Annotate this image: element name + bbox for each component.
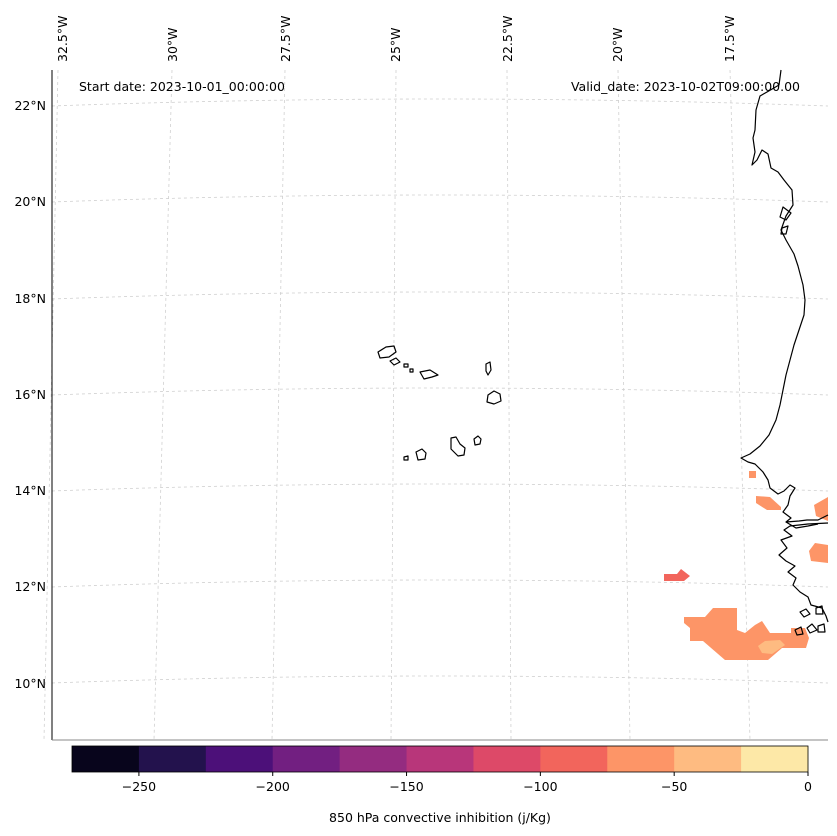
- cin-field: [664, 471, 828, 660]
- colorbar-tick-label: −150: [389, 779, 423, 794]
- gridline-lon-32-5w: [43, 69, 59, 741]
- coastline-ilheu: [409, 368, 414, 373]
- cin-patch-gambia: [814, 497, 828, 521]
- lat-label: 18°N: [14, 291, 46, 306]
- colorbar: −250 −200 −150 −100 −50 0 850 hPa convective …: [71, 745, 812, 825]
- map-frame: [51, 70, 828, 741]
- gridline-lat-20n: [51, 194, 829, 203]
- colorbar-swatch: [205, 746, 274, 772]
- coastline-bijagos-4: [817, 623, 826, 633]
- coastline-sao-vicente: [389, 357, 401, 366]
- colorbar-tick-label: −50: [661, 779, 687, 794]
- lat-label: 20°N: [14, 194, 46, 209]
- cin-patch-offshore-12n: [664, 569, 690, 581]
- cin-patch-guinea-core: [758, 640, 785, 654]
- cin-patch-guinea-bissau: [809, 543, 828, 563]
- colorbar-swatch: [473, 746, 541, 772]
- coastlines: [377, 69, 829, 636]
- coastline-bijagos-5: [794, 626, 804, 636]
- colorbar-swatch: [272, 746, 341, 772]
- lon-label: 27.5°W: [278, 16, 293, 62]
- gridline-lat-18n: [51, 291, 829, 300]
- colorbar-swatches: [72, 746, 809, 772]
- colorbar-swatch: [540, 746, 608, 772]
- colorbar-tick-label: 0: [804, 779, 812, 794]
- coastline-brava: [403, 455, 409, 461]
- cin-patch-senegal-coast-small: [749, 471, 756, 478]
- colorbar-swatch: [72, 746, 140, 772]
- coastline-santiago: [450, 436, 466, 457]
- lon-label: 32.5°W: [55, 16, 70, 62]
- colorbar-tick-label: −100: [523, 779, 557, 794]
- gridlines: [43, 69, 829, 741]
- gridline-lon-27-5w: [271, 69, 286, 741]
- lon-label: 30°W: [165, 27, 180, 62]
- coastline-bijagos-1: [799, 608, 811, 618]
- gridline-lat-16n: [51, 387, 829, 396]
- colorbar-swatch: [138, 746, 207, 772]
- gridline-lon-25w: [390, 69, 397, 741]
- coastline-sal: [485, 361, 492, 376]
- colorbar-swatch: [674, 746, 742, 772]
- gridline-lon-22-5w: [506, 69, 512, 741]
- coastline-santa-luzia: [403, 363, 409, 368]
- coastline-boa-vista: [486, 390, 502, 405]
- lat-labels: 22°N 20°N 18°N 16°N 14°N 12°N 10°N: [14, 98, 46, 691]
- coastline-gambia-river: [785, 521, 819, 529]
- colorbar-swatch: [406, 746, 474, 772]
- gridline-lat-12n: [51, 579, 829, 588]
- colorbar-outline: [71, 745, 809, 773]
- lon-label: 22.5°W: [500, 16, 515, 62]
- colorbar-label: 850 hPa convective inhibition (j/Kg): [329, 810, 551, 825]
- coastline-fogo: [415, 448, 427, 461]
- colorbar-swatch: [741, 746, 809, 772]
- coastline-dakhla-1: [779, 206, 792, 221]
- lon-label: 20°W: [610, 27, 625, 62]
- coastline-maio: [473, 435, 482, 446]
- lat-label: 22°N: [14, 98, 46, 113]
- gridline-lat-14n: [51, 483, 829, 492]
- coastline-sao-nicolau: [419, 369, 439, 380]
- gridline-lat-22n: [51, 98, 829, 107]
- gridline-lat-10n: [51, 675, 829, 684]
- colorbar-ticks: −250 −200 −150 −100 −50 0: [122, 772, 812, 794]
- coastline-west-africa: [740, 69, 829, 623]
- lon-label: 25°W: [388, 27, 403, 62]
- valid-date-annotation: Valid_date: 2023-10-02T09:00:00.00: [571, 79, 800, 94]
- coastline-dakhla-2: [780, 225, 789, 235]
- colorbar-tick-label: −200: [256, 779, 290, 794]
- lat-label: 12°N: [14, 579, 46, 594]
- gridline-lon-17-5w: [729, 69, 751, 741]
- coastline-bijagos-2: [815, 605, 824, 615]
- coastline-santo-antao: [377, 345, 397, 359]
- colorbar-swatch: [607, 746, 675, 772]
- cin-patch-senegal-coast: [756, 496, 781, 510]
- lat-label: 14°N: [14, 483, 46, 498]
- start-date-annotation: Start date: 2023-10-01_00:00:00: [79, 79, 285, 94]
- colorbar-swatch: [339, 746, 408, 772]
- lon-label: 17.5°W: [722, 16, 737, 62]
- coastline-bijagos-3: [806, 623, 818, 634]
- lat-label: 16°N: [14, 387, 46, 402]
- gridline-lon-20w: [617, 69, 631, 741]
- lon-labels: 32.5°W 30°W 27.5°W 25°W 22.5°W 20°W 17.5…: [55, 16, 737, 62]
- lat-label: 10°N: [14, 676, 46, 691]
- gridline-lon-30w: [153, 69, 173, 741]
- colorbar-tick-label: −250: [122, 779, 156, 794]
